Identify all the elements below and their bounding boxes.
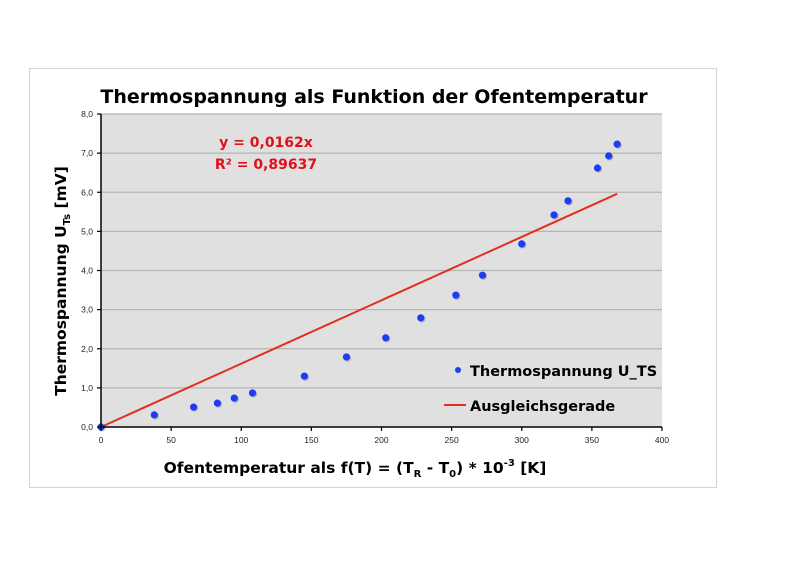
trendline-path <box>100 192 618 428</box>
x-tick-label: 200 <box>374 435 388 445</box>
y-tick-label: 2,0 <box>81 344 93 354</box>
data-point <box>230 394 238 402</box>
data-point <box>593 164 602 172</box>
legend-marker-scatter <box>455 367 461 373</box>
data-point <box>417 314 425 322</box>
chart-svg: Thermospannung als Funktion der Ofentemp… <box>52 86 669 480</box>
gridlines <box>101 113 662 389</box>
data-point <box>478 271 487 279</box>
data-point <box>382 334 390 342</box>
trendline <box>100 192 618 428</box>
data-point <box>342 353 351 361</box>
y-tick-label: 8,0 <box>81 109 93 119</box>
y-axis-ticks: 0,0 1,0 2,0 3,0 4,0 5,0 6,0 7,0 8,0 <box>81 109 101 432</box>
chart-title: Thermospannung als Funktion der Ofentemp… <box>100 86 648 108</box>
x-axis-ticks: 0 50 100 150 200 250 300 350 400 <box>99 427 669 445</box>
y-tick-label: 6,0 <box>81 187 93 197</box>
x-tick-label: 250 <box>445 435 459 445</box>
data-point <box>248 389 257 397</box>
x-tick-label: 100 <box>234 435 248 445</box>
x-axis-title: Ofentemperatur als f(T) = (TR - T0) * 10… <box>164 458 547 480</box>
x-tick-label: 400 <box>655 435 669 445</box>
equation-label: y = 0,0162x <box>219 135 313 151</box>
data-point <box>213 399 222 407</box>
r-squared-label: R² = 0,89637 <box>215 157 317 173</box>
y-tick-label: 7,0 <box>81 148 93 158</box>
data-point <box>605 152 613 160</box>
legend-label-scatter: Thermospannung U_TS <box>470 364 657 380</box>
data-point <box>613 140 621 148</box>
y-tick-label: 0,0 <box>81 422 93 432</box>
data-point <box>189 403 198 411</box>
x-tick-label: 350 <box>585 435 599 445</box>
y-tick-label: 4,0 <box>81 266 93 276</box>
data-point <box>300 372 308 380</box>
y-axis-title: Thermospannung UTs [mV] <box>52 166 73 396</box>
data-point <box>518 240 526 248</box>
legend-label-line: Ausgleichsgerade <box>470 399 615 415</box>
data-point <box>452 291 460 299</box>
data-point <box>550 211 558 219</box>
data-point <box>150 411 158 419</box>
data-point <box>564 197 572 205</box>
trendline-equation: y = 0,0162x R² = 0,89637 <box>215 135 317 173</box>
legend: Thermospannung U_TS Ausgleichsgerade <box>444 364 657 415</box>
x-tick-label: 50 <box>166 435 176 445</box>
x-tick-label: 300 <box>515 435 529 445</box>
x-tick-label: 0 <box>99 435 104 445</box>
y-tick-label: 5,0 <box>81 226 93 236</box>
y-tick-label: 3,0 <box>81 305 93 315</box>
y-tick-label: 1,0 <box>81 383 93 393</box>
x-tick-label: 150 <box>304 435 318 445</box>
chart-container: Thermospannung als Funktion der Ofentemp… <box>29 68 717 488</box>
